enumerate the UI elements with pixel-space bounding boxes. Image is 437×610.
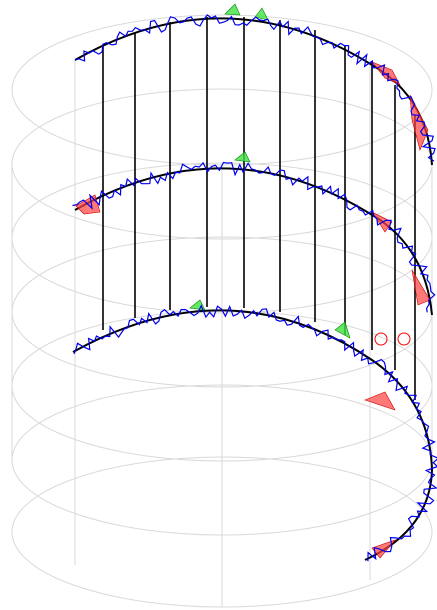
shear-fill: [224, 3, 241, 16]
support-marker: [397, 332, 411, 346]
force-line: [73, 304, 437, 562]
support-marker: [374, 332, 388, 346]
moment-fill: [364, 391, 396, 411]
shear-fill: [189, 299, 206, 311]
shear-fill: [254, 7, 269, 21]
moment-fill: [409, 94, 429, 151]
force-line: [72, 161, 436, 313]
beam-ring: [72, 309, 434, 561]
force-diagram: [72, 14, 437, 562]
beam-ring: [74, 167, 433, 316]
force-line: [74, 14, 436, 162]
moment-fill: [411, 269, 431, 306]
beams: [72, 17, 434, 561]
shear-fill: [334, 321, 351, 339]
fills: [75, 3, 431, 559]
columns: [102, 17, 416, 400]
shear-fill: [234, 151, 251, 163]
moment-fill: [371, 539, 396, 559]
